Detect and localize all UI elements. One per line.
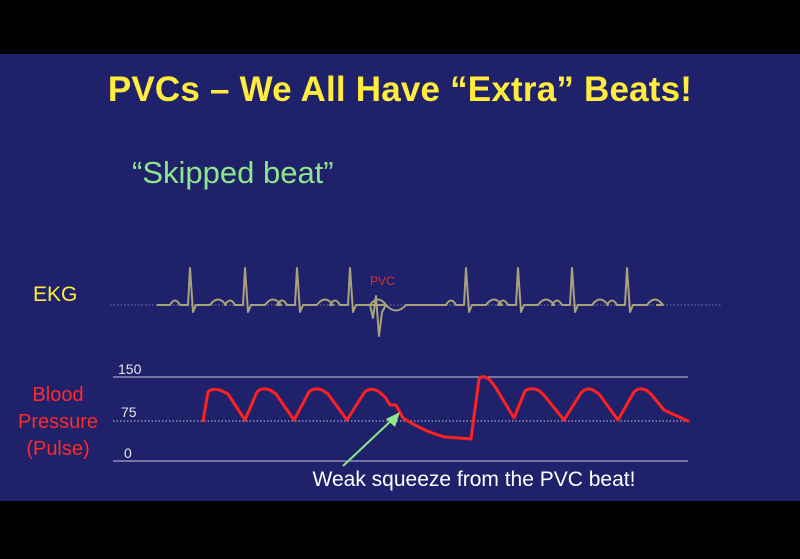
blood-pressure-trace [201,375,690,441]
blood-pressure-label: Blood Pressure (Pulse) [6,382,110,463]
bp-tick-150: 150 [118,361,142,377]
bp-label-line-2: Pressure [17,411,99,433]
bp-tick-0: 0 [124,445,132,461]
slide-title: PVCs – We All Have “Extra” Beats! [107,70,693,109]
weak-squeeze-caption: Weak squeeze from the PVC beat! [312,468,636,491]
bp-label-line-3: (Pulse) [26,438,90,460]
ekg-label: EKG [33,283,78,306]
ekg-trace [157,267,664,337]
slide-background [0,54,800,501]
bp-tick-75: 75 [121,404,137,420]
bp-label-line-1: Blood [32,384,84,406]
pvc-label: PVC [370,274,395,288]
weak-beat-arrow [342,412,400,467]
slide-subtitle: “Skipped beat” [132,155,334,190]
